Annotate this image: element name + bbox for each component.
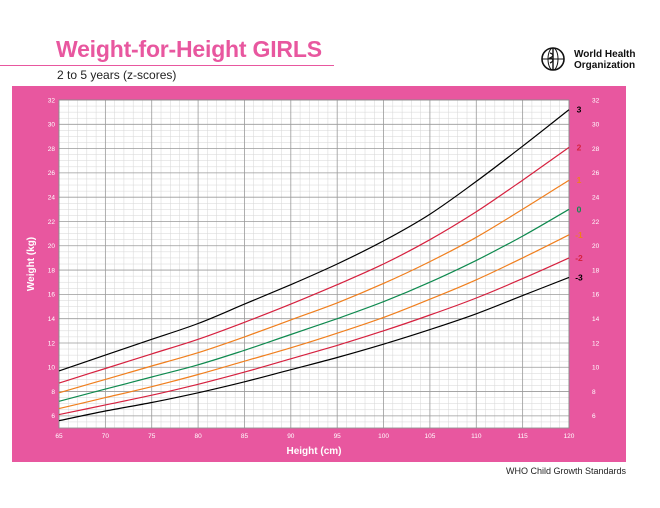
y-tick-label-left: 24	[48, 194, 56, 201]
y-tick-label-left: 30	[48, 122, 56, 129]
z-line-0	[58, 208, 570, 402]
x-tick-label: 90	[287, 433, 295, 440]
z-label--1: -1	[575, 230, 583, 240]
z-line--1	[58, 234, 570, 410]
x-tick-label: 95	[334, 433, 342, 440]
z-line-3	[58, 109, 570, 372]
y-tick-label-left: 26	[48, 170, 56, 177]
y-tick-label-right: 24	[592, 194, 600, 201]
y-tick-label-right: 6	[592, 413, 596, 420]
y-tick-label-right: 22	[592, 219, 600, 226]
z-label--2: -2	[575, 253, 583, 263]
z-label-0: 0	[577, 204, 582, 214]
org-name-line2: Organization	[574, 60, 636, 71]
plot-border	[58, 99, 570, 429]
x-tick-label: 115	[517, 433, 528, 440]
x-tick-label: 80	[194, 433, 202, 440]
y-tick-label-right: 8	[592, 389, 596, 396]
x-tick-label: 120	[564, 433, 575, 440]
z-label-1: 1	[577, 175, 582, 185]
y-tick-label-right: 20	[592, 243, 600, 250]
page-subtitle: 2 to 5 years (z-scores)	[57, 68, 177, 82]
y-tick-label-left: 16	[48, 292, 56, 299]
y-tick-label-left: 28	[48, 146, 56, 153]
y-tick-label-left: 20	[48, 243, 56, 250]
x-tick-label: 105	[424, 433, 435, 440]
z-line--2	[58, 257, 570, 416]
y-tick-label-left: 10	[48, 365, 56, 372]
z-line-1	[58, 179, 570, 394]
who-emblem-icon	[541, 47, 565, 71]
x-tick-label: 70	[102, 433, 110, 440]
x-tick-label: 85	[241, 433, 249, 440]
z-line-2	[58, 146, 570, 384]
y-tick-label-right: 10	[592, 365, 600, 372]
x-axis-label: Height (cm)	[287, 446, 342, 457]
minor-grid	[59, 100, 569, 429]
z-score-lines	[58, 109, 570, 422]
y-tick-label-right: 28	[592, 146, 600, 153]
y-tick-label-right: 14	[592, 316, 600, 323]
z-line--3	[58, 276, 570, 422]
y-tick-label-left: 18	[48, 267, 56, 274]
x-tick-label: 75	[148, 433, 156, 440]
x-tick-label: 65	[55, 433, 63, 440]
y-tick-label-right: 26	[592, 170, 600, 177]
x-tick-label: 100	[378, 433, 389, 440]
y-tick-label-right: 30	[592, 122, 600, 129]
x-tick-label: 110	[471, 433, 482, 440]
z-label-2: 2	[577, 142, 582, 152]
y-tick-label-right: 12	[592, 340, 600, 347]
org-name-line1: World Health	[574, 49, 636, 60]
y-tick-label-left: 14	[48, 316, 56, 323]
z-label-3: 3	[577, 105, 582, 115]
y-axis-label: Weight (kg)	[26, 237, 37, 291]
title-rule	[0, 65, 334, 66]
chart-panel: 65 70 75 80 85 90 95 100 105 110 115 120 6 6 8 8 10 10 12 1…	[12, 86, 626, 462]
y-tick-label-left: 8	[51, 389, 55, 396]
z-score-labels: 3 2 1 0 -1 -2 -3	[575, 105, 583, 283]
source-note: WHO Child Growth Standards	[505, 466, 626, 476]
page-title: Weight-for-Height GIRLS	[56, 36, 322, 62]
y-tick-label-right: 16	[592, 292, 600, 299]
major-grid	[58, 99, 570, 429]
y-tick-label-right: 32	[592, 97, 600, 104]
y-tick-label-left: 12	[48, 340, 56, 347]
y-tick-label-left: 32	[48, 97, 56, 104]
y-tick-label-left: 22	[48, 219, 56, 226]
y-tick-label-right: 18	[592, 267, 600, 274]
z-label--3: -3	[575, 272, 583, 282]
y-tick-label-left: 6	[51, 413, 55, 420]
